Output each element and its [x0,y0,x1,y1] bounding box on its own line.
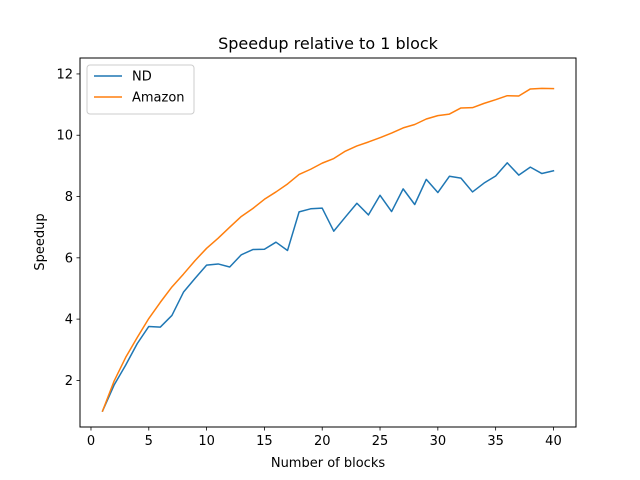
x-tick-label: 20 [314,434,331,449]
chart-title: Speedup relative to 1 block [218,34,439,53]
y-tick-label: 12 [56,67,73,82]
axes-frame [79,57,577,428]
x-tick-label: 35 [487,434,504,449]
x-tick-label: 5 [145,434,153,449]
y-tick-label: 8 [65,190,73,205]
y-axis: 2 4 6 8 10 12 [56,67,80,389]
legend: ND Amazon [86,64,195,115]
legend-label-amazon: Amazon [132,91,185,106]
legend-box [86,64,195,115]
y-tick-label: 6 [65,251,73,266]
legend-items: ND Amazon [94,70,185,106]
y-axis-title: Speedup [33,213,48,270]
x-tick-label: 10 [198,434,215,449]
x-tick-label: 15 [256,434,273,449]
y-tick-label: 4 [65,313,73,328]
x-tick-label: 25 [372,434,389,449]
y-tick-label: 2 [65,374,73,389]
x-axis: 0 5 10 15 20 25 30 35 40 [87,427,562,449]
series-line-amazon [101,87,555,413]
series-line-nd [101,162,555,413]
y-tick-label: 10 [56,129,73,144]
x-tick-label: 30 [430,434,447,449]
x-tick-label: 0 [87,434,95,449]
x-axis-title: Number of blocks [271,456,386,471]
plot-lines [101,87,555,413]
legend-label-nd: ND [132,70,152,85]
x-tick-label: 40 [545,434,562,449]
